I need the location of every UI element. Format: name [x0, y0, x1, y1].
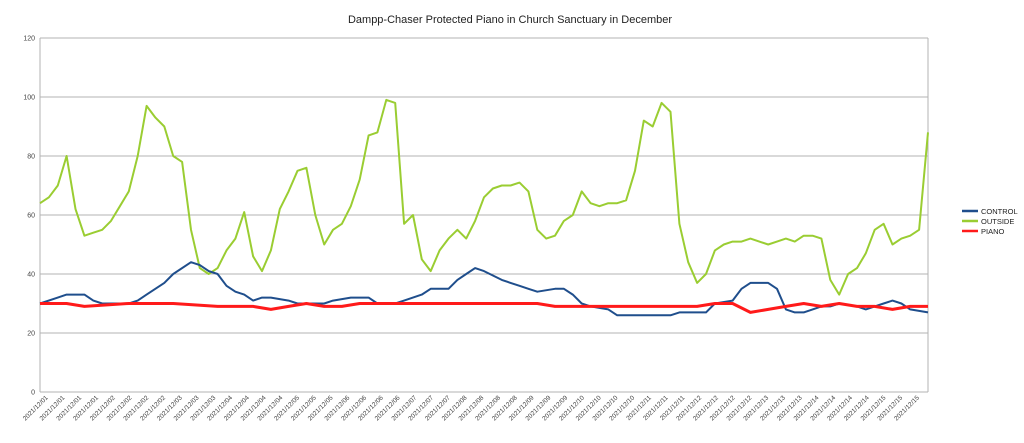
x-axis: 2021/12/012021/12/012021/12/012021/12/01…: [22, 394, 921, 422]
legend-label-piano: PIANO: [981, 227, 1005, 236]
series-line-control: [39, 261, 929, 317]
y-tick-label: 20: [27, 331, 35, 338]
y-tick-label: 120: [23, 36, 35, 43]
y-axis: 0 20 40 60 80 100 120: [23, 36, 929, 397]
y-tick-label: 80: [27, 154, 35, 161]
series-line-piano: [40, 302, 928, 314]
y-tick-label: 40: [27, 272, 35, 279]
series-lines: [39, 98, 929, 317]
legend-label-outside: OUTSIDE: [981, 217, 1014, 226]
chart-title: Dampp-Chaser Protected Piano in Church S…: [348, 14, 672, 26]
y-tick-label: 60: [27, 213, 35, 220]
series-line-outside: [39, 98, 929, 296]
gridlines: [40, 37, 928, 393]
y-tick-label: 0: [31, 390, 35, 397]
legend-label-control: CONTROL: [981, 207, 1018, 216]
y-tick-label: 100: [23, 95, 35, 102]
